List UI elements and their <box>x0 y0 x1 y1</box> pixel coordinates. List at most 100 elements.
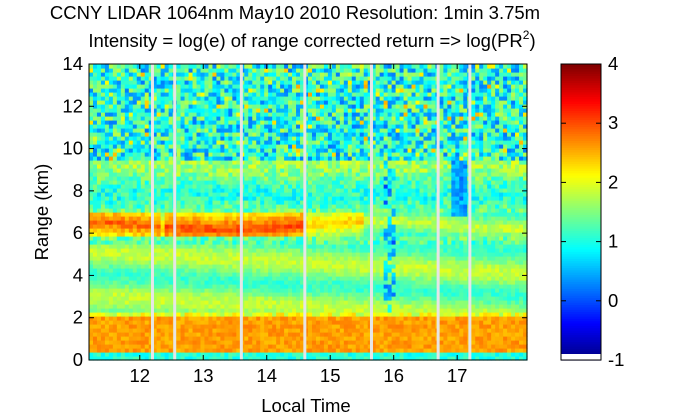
heatmap-cell <box>212 116 218 121</box>
heatmap-cell <box>343 100 349 105</box>
heatmap-cell <box>351 124 357 129</box>
heatmap-cell <box>268 232 273 237</box>
heatmap-cell <box>315 280 321 285</box>
heatmap-cell <box>319 140 325 145</box>
heatmap-cell <box>315 252 321 257</box>
heatmap-cell <box>180 304 186 309</box>
heatmap-cell <box>347 100 353 105</box>
heatmap-cell <box>108 152 114 157</box>
heatmap-cell <box>276 248 281 253</box>
heatmap-cell <box>280 324 285 329</box>
heatmap-cell <box>104 176 110 181</box>
heatmap-cell <box>351 324 357 329</box>
heatmap-cell <box>104 88 110 93</box>
heatmap-cell <box>124 296 130 301</box>
heatmap-cell <box>156 288 162 293</box>
heatmap-cell <box>152 124 158 129</box>
heatmap-cell <box>136 272 142 277</box>
heatmap-cell <box>196 172 202 177</box>
heatmap-cell <box>152 216 158 221</box>
heatmap-cell <box>200 228 206 233</box>
heatmap-cell <box>152 156 158 161</box>
heatmap-cell <box>212 276 218 281</box>
heatmap-cell <box>156 192 162 197</box>
heatmap-cell <box>315 224 321 229</box>
heatmap-cell <box>347 192 353 197</box>
heatmap-cell <box>196 208 202 213</box>
heatmap-cell <box>248 236 253 241</box>
heatmap-cell <box>200 312 206 317</box>
heatmap-cell <box>292 228 297 233</box>
heatmap-cell <box>351 128 357 133</box>
heatmap-cell <box>180 224 186 229</box>
heatmap-cell <box>96 168 102 173</box>
heatmap-cell <box>347 308 353 313</box>
heatmap-cell <box>140 164 146 169</box>
heatmap-cell <box>280 84 285 89</box>
heatmap-cell <box>323 156 329 161</box>
heatmap-cell <box>331 340 337 345</box>
heatmap-cell <box>319 172 325 177</box>
heatmap-cell <box>268 320 273 325</box>
heatmap-cell <box>168 328 174 333</box>
heatmap-cell <box>264 280 269 285</box>
heatmap-cell <box>224 288 229 293</box>
heatmap-cell <box>220 272 225 277</box>
heatmap-cell <box>300 296 305 301</box>
heatmap-cell <box>300 148 305 153</box>
heatmap-cell <box>327 200 333 205</box>
heatmap-cell <box>168 124 174 129</box>
heatmap-cell <box>104 200 110 205</box>
heatmap-cell <box>260 108 265 113</box>
heatmap-cell <box>339 276 345 281</box>
heatmap-cell <box>124 232 130 237</box>
heatmap-cell <box>176 252 182 257</box>
heatmap-cell <box>108 224 114 229</box>
heatmap-cell <box>104 248 110 253</box>
heatmap-cell <box>132 228 138 233</box>
heatmap-cell <box>188 92 194 97</box>
heatmap-cell <box>280 136 285 141</box>
heatmap-cell <box>252 76 257 81</box>
heatmap-cell <box>156 228 162 233</box>
heatmap-cell <box>300 204 305 209</box>
heatmap-cell <box>204 336 210 341</box>
heatmap-cell <box>108 356 114 361</box>
heatmap-cell <box>136 244 142 249</box>
heatmap-cell <box>315 196 321 201</box>
heatmap-cell <box>315 228 321 233</box>
heatmap-cell <box>335 100 341 105</box>
heatmap-cell <box>200 92 206 97</box>
heatmap-cell <box>212 312 218 317</box>
heatmap-cell <box>140 140 146 145</box>
heatmap-cell <box>308 220 313 225</box>
heatmap-cell <box>355 320 361 325</box>
heatmap-cell <box>284 308 289 313</box>
heatmap-cell <box>272 120 277 125</box>
heatmap-cell <box>196 312 202 317</box>
heatmap-cell <box>256 176 261 181</box>
heatmap-cell <box>327 324 333 329</box>
heatmap-cell <box>252 288 257 293</box>
heatmap-cell <box>140 240 146 245</box>
heatmap-cell <box>132 240 138 245</box>
heatmap-cell <box>120 184 126 189</box>
heatmap-cell <box>184 220 190 225</box>
heatmap-cell <box>236 96 241 101</box>
heatmap-cell <box>208 64 214 69</box>
heatmap-cell <box>140 88 146 93</box>
heatmap-cell <box>124 348 130 353</box>
heatmap-cell <box>136 100 142 105</box>
heatmap-cell <box>176 264 182 269</box>
heatmap-cell <box>260 124 265 129</box>
heatmap-cell <box>100 328 106 333</box>
heatmap-cell <box>288 140 293 145</box>
heatmap-cell <box>89 292 94 297</box>
heatmap-cell <box>192 144 198 149</box>
heatmap-cell <box>132 144 138 149</box>
heatmap-cell <box>335 300 341 305</box>
heatmap-cell <box>144 288 150 293</box>
heatmap-cell <box>204 352 210 357</box>
heatmap-cell <box>347 276 353 281</box>
heatmap-cell <box>156 148 162 153</box>
